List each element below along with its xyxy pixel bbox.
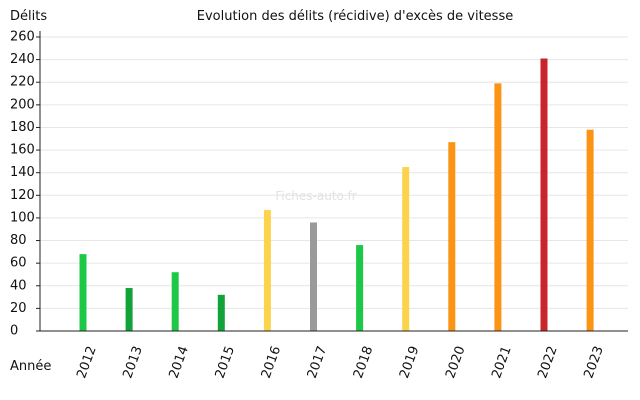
bar-2013 xyxy=(125,288,133,331)
x-tick-label: 2018 xyxy=(351,344,376,380)
x-tick-label: 2017 xyxy=(305,344,330,380)
x-tick-label: 2013 xyxy=(120,344,145,380)
y-tick-label: 160 xyxy=(10,143,35,158)
bar-2021 xyxy=(494,83,502,331)
chart-title: Evolution des délits (récidive) d'excès … xyxy=(197,9,513,24)
x-tick-label: 2016 xyxy=(259,344,284,380)
bar-2020 xyxy=(448,142,456,331)
bar-2019 xyxy=(402,167,410,331)
bar-2016 xyxy=(263,210,271,331)
y-tick-label: 200 xyxy=(10,97,35,112)
x-axis-label: Année xyxy=(10,359,51,374)
y-tick-label: 180 xyxy=(10,120,35,135)
x-tick-label: 2020 xyxy=(443,344,468,380)
gridlines xyxy=(40,36,628,309)
watermark: Fiches-auto.fr xyxy=(275,189,356,203)
bar-2017 xyxy=(310,222,317,331)
x-tick-label: 2023 xyxy=(581,344,606,380)
y-tick-label: 100 xyxy=(10,210,35,225)
x-tick-label: 2015 xyxy=(213,344,238,380)
y-tick-label: 120 xyxy=(10,188,35,203)
y-tick-label: 260 xyxy=(10,30,35,45)
y-tick-label: 60 xyxy=(10,256,27,271)
y-tick-label: 40 xyxy=(10,278,27,293)
x-tick-labels: 2012 2013 2014 2015 2016 2017 2018 2019 2020 2021… xyxy=(74,344,607,380)
bars xyxy=(79,58,594,331)
y-tick-label: 80 xyxy=(10,233,27,248)
x-tick-label: 2012 xyxy=(74,344,99,380)
bar-2012 xyxy=(79,254,87,331)
y-tick-labels: 0 20 40 60 80 100 120 140 160 180 200 220 240 260 xyxy=(10,30,40,339)
x-tick-label: 2019 xyxy=(397,344,422,380)
x-tick-label: 2021 xyxy=(489,344,514,380)
x-tick-label: 2022 xyxy=(535,344,560,380)
y-tick-label: 220 xyxy=(10,75,35,90)
bar-2015 xyxy=(217,294,225,331)
y-axis-label: Délits xyxy=(10,9,47,24)
y-tick-label: 20 xyxy=(10,301,27,316)
y-tick-label: 0 xyxy=(10,324,18,339)
x-tick-label: 2014 xyxy=(167,344,192,380)
bar-2014 xyxy=(171,272,179,331)
y-tick-label: 240 xyxy=(10,52,35,67)
bar-2018 xyxy=(356,245,364,331)
bar-2023 xyxy=(586,129,594,331)
y-tick-label: 140 xyxy=(10,165,35,180)
bar-2022 xyxy=(540,58,548,331)
